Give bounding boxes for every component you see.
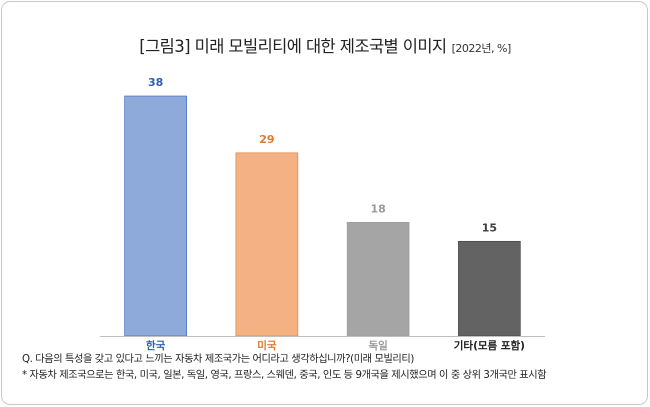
bar-1 xyxy=(235,152,299,337)
survey-question: Q. 다음의 특성을 갖고 있다고 느끼는 자동차 제조국가는 어디라고 생각하… xyxy=(22,354,414,365)
data-label-3: 15 xyxy=(482,221,497,234)
data-label-2: 18 xyxy=(370,202,385,215)
bar-0 xyxy=(124,95,187,337)
x-tick-label-1: 미국 xyxy=(257,339,277,352)
data-label-0: 38 xyxy=(148,76,163,89)
x-tick-label-0: 한국 xyxy=(146,339,166,352)
data-label-1: 29 xyxy=(259,133,274,146)
footnote: * 자동차 제조국으로는 한국, 미국, 일본, 독일, 영국, 프랑스, 스웨… xyxy=(22,370,547,381)
bar-2 xyxy=(346,222,410,337)
chart-title: [그림3] 미래 모빌리티에 대한 제조국별 이미지 [2022년, %] xyxy=(0,33,650,57)
chart-notes: Q. 다음의 특성을 갖고 있다고 느끼는 자동차 제조국가는 어디라고 생각하… xyxy=(22,352,642,384)
chart-subtitle: [2022년, %] xyxy=(451,42,512,55)
chart-title-main: [그림3] 미래 모빌리티에 대한 제조국별 이미지 xyxy=(139,37,447,56)
bar-3 xyxy=(458,240,521,337)
x-tick-label-2: 독일 xyxy=(368,339,387,352)
x-tick-label-3: 기타(모름 포함) xyxy=(454,339,525,352)
